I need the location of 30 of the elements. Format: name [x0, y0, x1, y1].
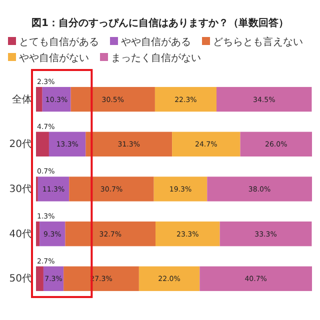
bar [200, 266, 312, 292]
bar [172, 132, 240, 156]
legend-label: とても自信がある [19, 36, 99, 48]
bar [154, 176, 208, 202]
legend-label: まったく自信がない [111, 52, 201, 64]
bar [42, 86, 71, 112]
chart-title: 図1：自分のすっぴんに自信はありますか？（単数回答） [32, 17, 288, 29]
y-tick-label: 全体 [12, 93, 32, 106]
bar [36, 266, 44, 292]
bar [64, 266, 139, 292]
bar [86, 132, 172, 156]
bar [154, 86, 217, 112]
bar [138, 266, 200, 292]
legend-label: どちらとも言えない [213, 36, 303, 48]
legend-label: やや自信がある [121, 36, 191, 48]
bar [36, 132, 49, 156]
bar [216, 86, 312, 112]
bar [240, 132, 312, 156]
bar [70, 86, 155, 112]
bar [40, 222, 66, 246]
bar [65, 222, 156, 246]
bar [36, 86, 42, 112]
bar [156, 222, 220, 246]
bar [69, 176, 154, 202]
bar [48, 132, 86, 156]
bar [207, 176, 312, 202]
legend-label: やや自信がない [19, 52, 89, 64]
bar [38, 176, 70, 202]
bar [36, 222, 40, 246]
bar [220, 222, 312, 246]
